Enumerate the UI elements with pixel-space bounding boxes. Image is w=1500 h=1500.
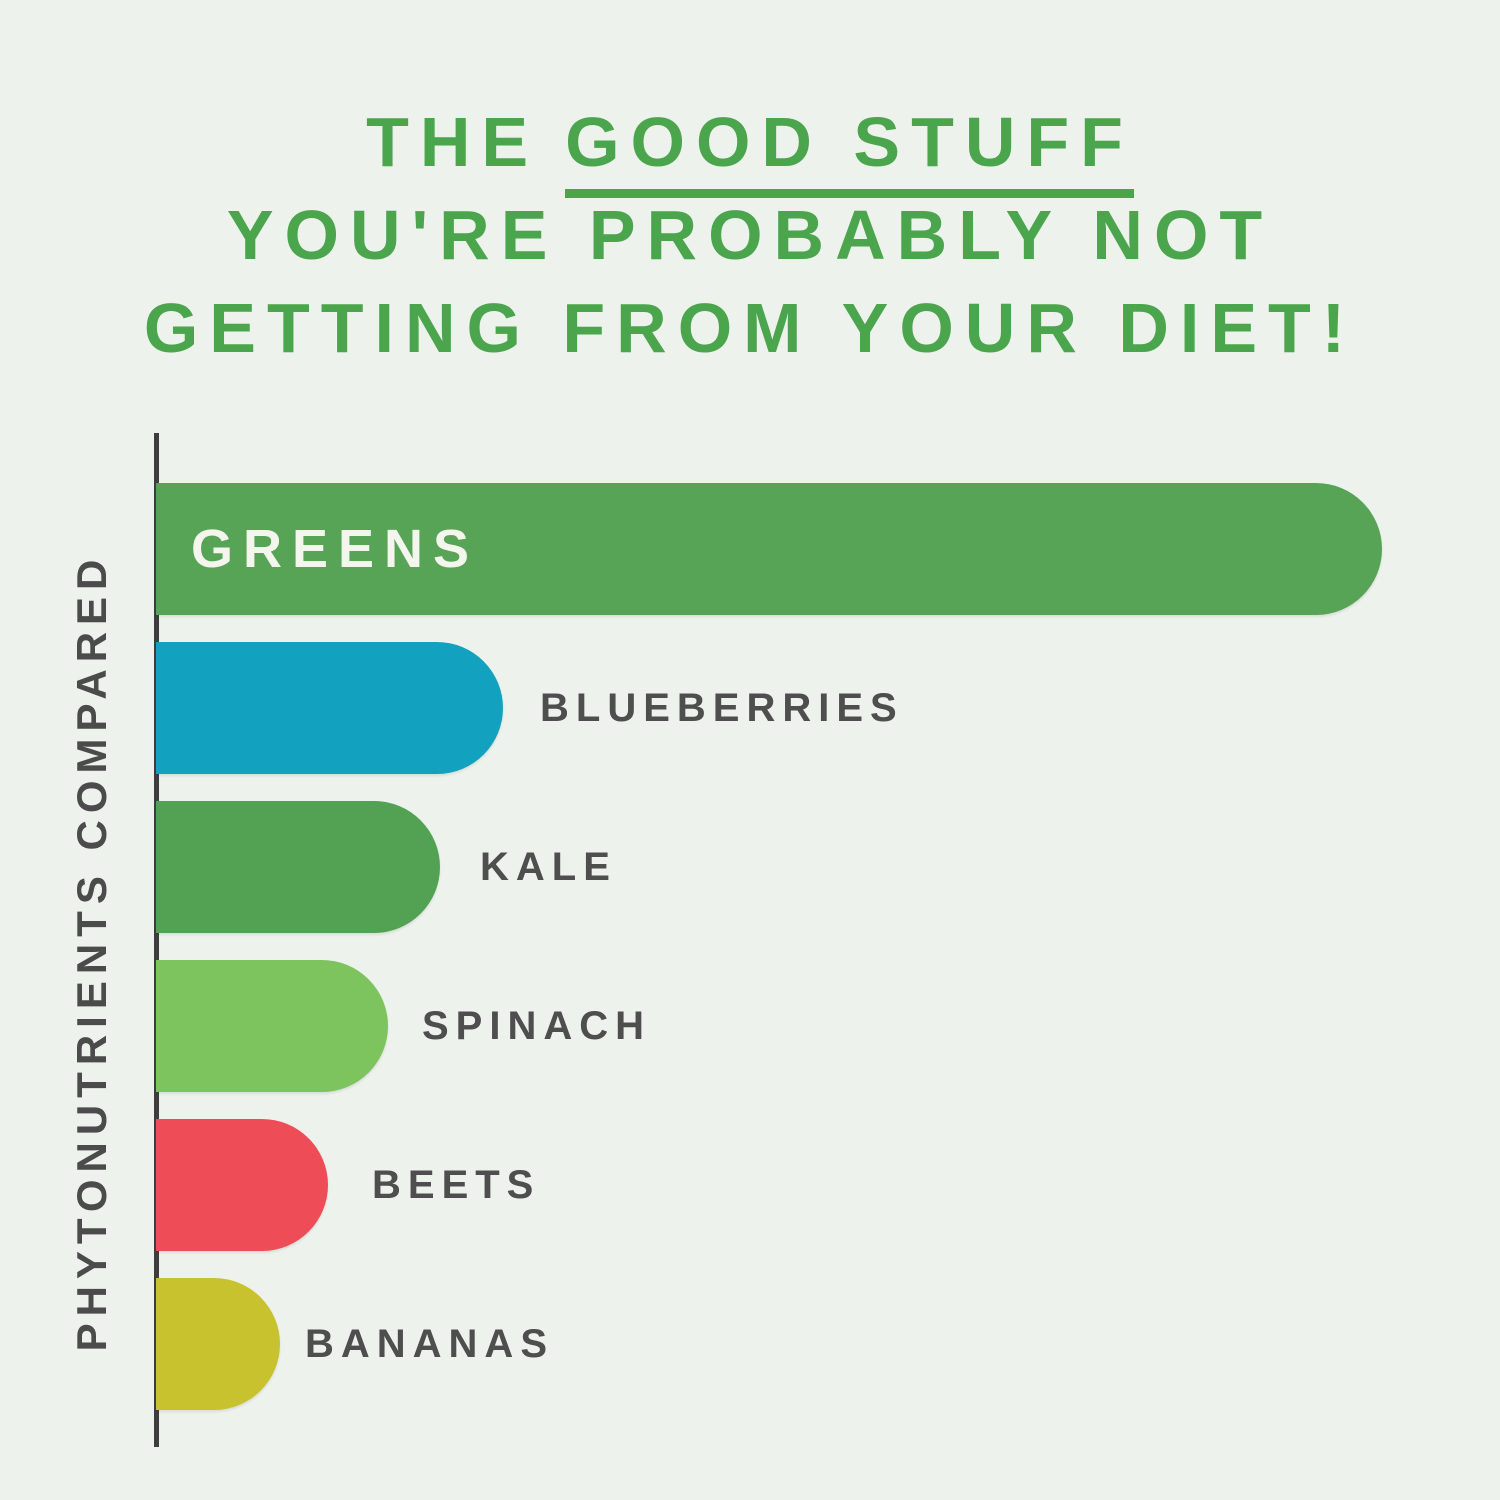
title-line-1-underlined: GOOD STUFF	[565, 107, 1134, 198]
chart-title: THE GOOD STUFF YOU'RE PROBABLY NOT GETTIN…	[0, 96, 1500, 375]
bar-label-bananas: BANANAS	[305, 1322, 554, 1366]
bar-blueberries	[156, 642, 503, 774]
bar-label-spinach: SPINACH	[422, 1004, 652, 1048]
bar-beets	[156, 1119, 328, 1251]
bar-label-kale: KALE	[480, 845, 617, 889]
y-axis-line	[154, 433, 159, 1447]
title-line-3: GETTING FROM YOUR DIET!	[143, 289, 1357, 367]
bar-greens	[156, 483, 1382, 615]
title-line-1-pre: THE	[366, 103, 540, 181]
title-line-1: THE GOOD STUFF	[0, 96, 1500, 198]
title-line-2: YOU'RE PROBABLY NOT	[226, 196, 1274, 274]
bar-label-blueberries: BLUEBERRIES	[540, 686, 904, 730]
bar-label-greens: GREENS	[191, 519, 480, 579]
bar-bananas	[156, 1278, 280, 1410]
bar-kale	[156, 801, 440, 933]
bar-label-beets: BEETS	[372, 1163, 541, 1207]
bar-spinach	[156, 960, 388, 1092]
